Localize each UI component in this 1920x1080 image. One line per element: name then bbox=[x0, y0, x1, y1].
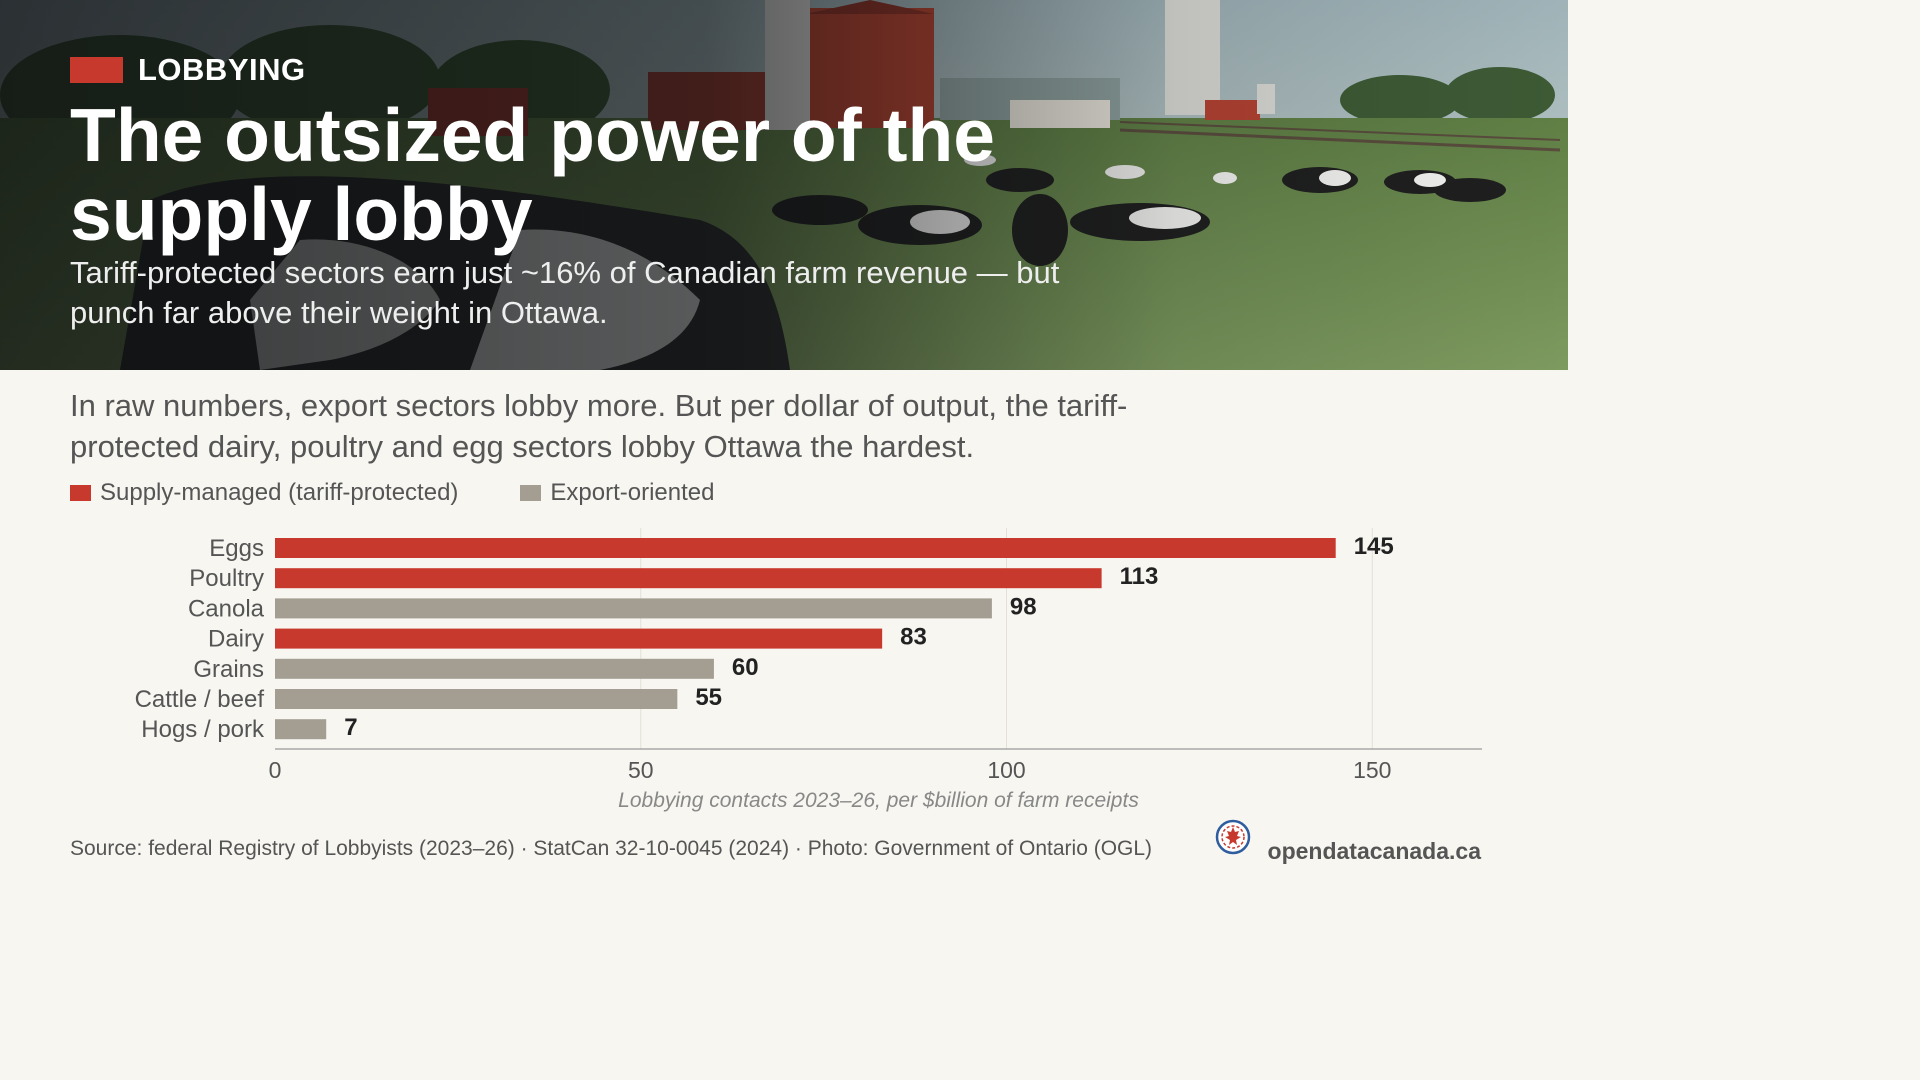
category-label: Dairy bbox=[208, 626, 264, 653]
legend-label-supply: Supply-managed (tariff-protected) bbox=[100, 479, 459, 506]
category-label: Canola bbox=[188, 595, 265, 622]
data-label: 145 bbox=[1354, 533, 1394, 560]
bar bbox=[275, 719, 327, 740]
category-label: Grains bbox=[193, 656, 264, 683]
data-label: 83 bbox=[900, 624, 927, 651]
hero-banner: LOBBYING The outsized power of the suppl… bbox=[0, 0, 1568, 370]
bar bbox=[275, 658, 714, 679]
site-name: opendatacanada.ca bbox=[1267, 838, 1481, 864]
section-tag: LOBBYING bbox=[70, 52, 306, 88]
data-label: 60 bbox=[732, 654, 759, 681]
category-label: Eggs bbox=[209, 535, 264, 562]
legend-item-export: Export-oriented bbox=[520, 479, 715, 507]
bar bbox=[275, 689, 678, 709]
legend-swatch-export bbox=[520, 485, 542, 501]
bar bbox=[275, 568, 1102, 589]
bar bbox=[275, 598, 992, 619]
x-tick-label: 0 bbox=[269, 757, 282, 783]
hero-shade-overlay bbox=[0, 0, 1568, 370]
data-label: 98 bbox=[1010, 593, 1037, 620]
chart-legend: Supply-managed (tariff-protected) Export… bbox=[70, 479, 777, 507]
x-axis-title: Lobbying contacts 2023–26, per $billion … bbox=[618, 789, 1139, 812]
data-label: 113 bbox=[1120, 563, 1159, 590]
legend-swatch-supply bbox=[70, 485, 91, 501]
x-tick-label: 50 bbox=[628, 757, 654, 783]
maple-leaf-logo-icon bbox=[1215, 819, 1251, 855]
x-tick-label: 150 bbox=[1353, 757, 1391, 783]
bar-chart: Eggs 145 Poultry 113 Canola 98 Dairy 83 Grains 60… bbox=[135, 528, 1482, 812]
bar bbox=[275, 538, 1336, 558]
tag-label: LOBBYING bbox=[138, 52, 306, 87]
data-label: 7 bbox=[344, 714, 357, 741]
tag-swatch bbox=[70, 57, 123, 83]
category-label: Cattle / beef bbox=[135, 686, 265, 713]
bar bbox=[275, 628, 883, 649]
legend-label-export: Export-oriented bbox=[550, 479, 715, 506]
x-tick-label: 100 bbox=[987, 757, 1025, 783]
category-label: Poultry bbox=[189, 565, 264, 592]
page-subtitle: Tariff-protected sectors earn just ~16% … bbox=[70, 255, 1060, 330]
legend-item-supply: Supply-managed (tariff-protected) bbox=[70, 479, 458, 507]
chart-description: In raw numbers, export sectors lobby mor… bbox=[70, 388, 1128, 464]
category-label: Hogs / pork bbox=[141, 716, 265, 743]
source-note: Source: federal Registry of Lobbyists (2… bbox=[70, 837, 1153, 860]
data-label: 55 bbox=[695, 684, 722, 711]
page-title: The outsized power of the supply lobby bbox=[70, 93, 996, 256]
